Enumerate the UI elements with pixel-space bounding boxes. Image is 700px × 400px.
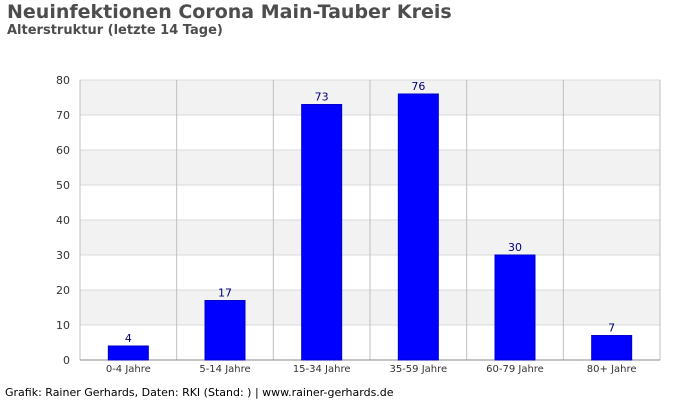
x-tick-label: 15-34 Jahre xyxy=(293,364,351,375)
x-tick-label: 60-79 Jahre xyxy=(486,364,544,375)
y-tick-label: 10 xyxy=(56,319,70,332)
y-tick-label: 70 xyxy=(56,109,70,122)
y-tick-label: 0 xyxy=(63,354,70,367)
data-label: 76 xyxy=(411,80,425,93)
y-tick-label: 60 xyxy=(56,144,70,157)
bar xyxy=(397,93,439,361)
footer-credit: Grafik: Rainer Gerhards, Daten: RKI (Sta… xyxy=(5,386,394,399)
x-tick-label: 35-59 Jahre xyxy=(389,364,447,375)
bar xyxy=(204,300,246,361)
x-tick-label: 80+ Jahre xyxy=(587,364,637,375)
chart-subtitle: Alterstruktur (letzte 14 Tage) xyxy=(7,23,223,38)
y-tick-label: 50 xyxy=(56,179,70,192)
data-label: 7 xyxy=(608,322,615,335)
data-label: 30 xyxy=(508,241,522,254)
y-tick-label: 80 xyxy=(56,74,70,87)
y-tick-label: 30 xyxy=(56,249,70,262)
bar xyxy=(107,345,149,361)
bar xyxy=(494,254,536,361)
bar xyxy=(591,335,633,361)
data-label: 4 xyxy=(125,332,132,345)
data-label: 17 xyxy=(218,287,232,300)
x-tick-label: 0-4 Jahre xyxy=(106,364,151,375)
chart-title: Neuinfektionen Corona Main-Tauber Kreis xyxy=(7,1,452,23)
bar xyxy=(301,104,343,361)
y-tick-label: 40 xyxy=(56,214,70,227)
x-tick-label: 5-14 Jahre xyxy=(199,364,250,375)
data-label: 73 xyxy=(315,91,329,104)
y-tick-label: 20 xyxy=(56,284,70,297)
